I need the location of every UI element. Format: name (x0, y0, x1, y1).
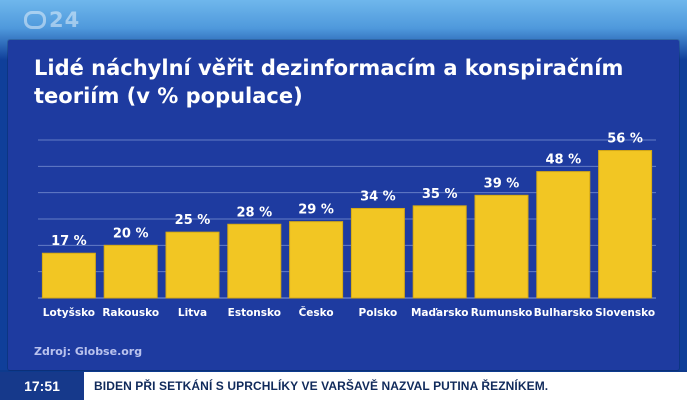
news-ticker: 17:51 BIDEN PŘI SETKÁNÍ S UPRCHLÍKY VE V… (0, 372, 687, 400)
value-label: 35 % (422, 187, 458, 202)
bar-chart: 17 % 20 % 25 % 28 % 29 % 34 % 35 % 39 % 48 % 56 %… (38, 132, 656, 319)
value-label: 29 % (298, 203, 334, 218)
value-label: 56 % (607, 132, 643, 147)
category-label: Lotyšsko (43, 307, 95, 319)
chart-bars (41, 150, 653, 299)
value-label: 17 % (51, 234, 87, 249)
category-label: Polsko (359, 307, 398, 319)
bar-rumunsko (474, 194, 529, 299)
bar-polsko (350, 207, 405, 299)
value-label: 25 % (175, 213, 211, 228)
channel-logo-text: 24 (49, 8, 81, 32)
chart-category-labels: Lotyšsko Rakousko Litva Estonsko Česko Polsko… (43, 306, 655, 319)
infographic-panel: Lidé náchylní věřit dezinformacím a kons… (8, 40, 679, 370)
category-label: Rakousko (102, 307, 159, 319)
category-label: Rumunsko (471, 307, 533, 319)
value-label: 39 % (484, 176, 520, 191)
value-label: 20 % (113, 226, 149, 241)
bar-madarsko (412, 205, 467, 299)
bar-bulharsko (536, 171, 591, 299)
category-label: Litva (178, 307, 207, 319)
category-label: Estonsko (228, 307, 281, 319)
value-label: 48 % (545, 153, 581, 168)
data-source-label: Zdroj: Globse.org (34, 345, 143, 358)
bar-slovensko (598, 150, 653, 299)
chart-title: Lidé náchylní věřit dezinformacím a kons… (34, 56, 624, 108)
category-label: Maďarsko (411, 307, 468, 319)
bar-estonsko (227, 223, 282, 299)
category-label: Česko (299, 306, 334, 319)
bar-chart-plot-area: 17 % 20 % 25 % 28 % 29 % 34 % 35 % 39 % 48 % 56 %… (20, 120, 670, 345)
channel-logo-mark-icon (24, 11, 46, 29)
bar-cesko (289, 221, 344, 299)
ticker-time: 17:51 (0, 372, 84, 400)
value-label: 34 % (360, 189, 396, 204)
bar-litva (165, 231, 220, 299)
channel-logo: 24 (24, 8, 80, 32)
chart-value-labels: 17 % 20 % 25 % 28 % 29 % 34 % 35 % 39 % 48 % 56 % (51, 132, 643, 250)
bar-rakousko (103, 244, 158, 299)
category-label: Bulharsko (534, 307, 593, 319)
ticker-headline: BIDEN PŘI SETKÁNÍ S UPRCHLÍKY VE VARŠAVĚ… (94, 379, 549, 393)
bar-lotyssko (41, 252, 96, 299)
value-label: 28 % (236, 205, 272, 220)
category-label: Slovensko (595, 307, 655, 319)
